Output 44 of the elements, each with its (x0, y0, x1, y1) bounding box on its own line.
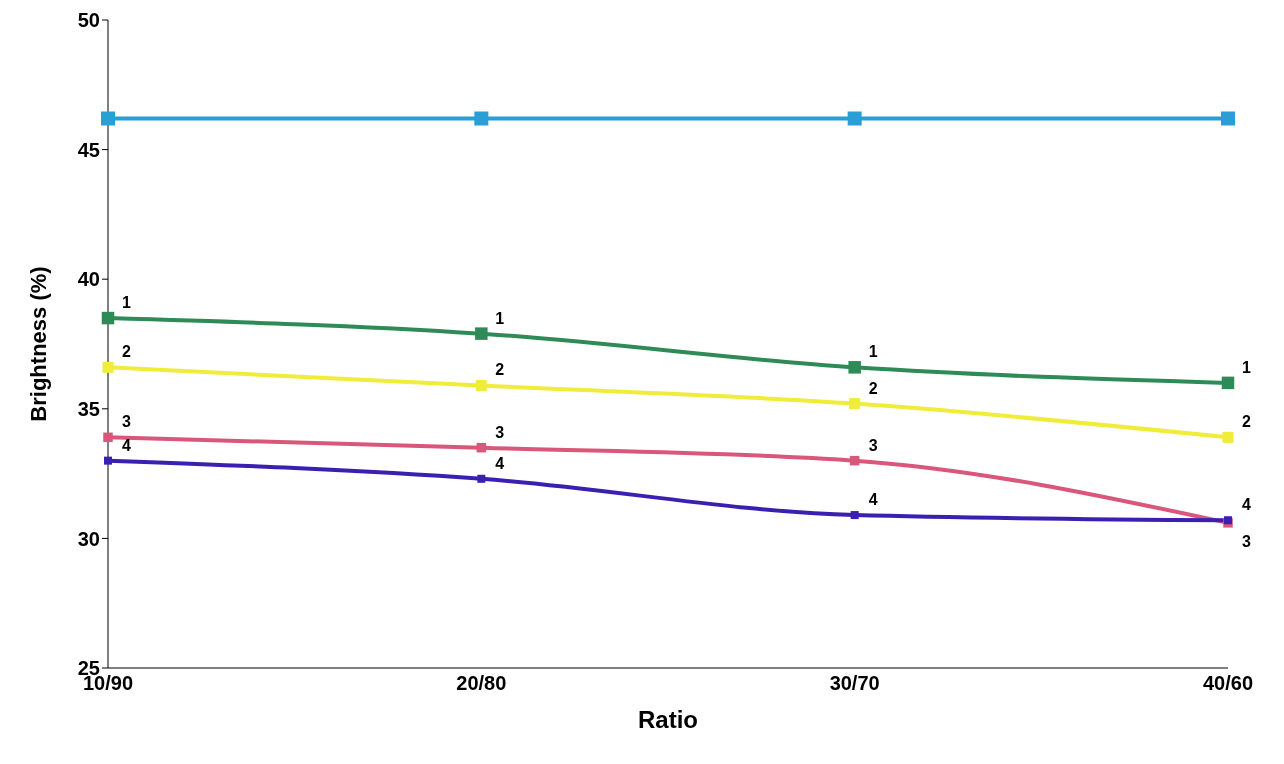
y-tick-label: 40 (77, 268, 100, 291)
text: 1 (1242, 358, 1251, 376)
point (101, 111, 115, 126)
text: 1 (868, 343, 878, 361)
x-tick-label: 20/80 (456, 672, 507, 695)
point (102, 361, 114, 373)
y-tick-label: 50 (77, 9, 100, 32)
series-label: 1 (122, 294, 131, 312)
text: 2 (868, 379, 878, 397)
point (1222, 431, 1234, 443)
text: 3 (868, 436, 878, 454)
point (475, 379, 487, 391)
text: 3 (1242, 532, 1251, 550)
text: 4 (495, 454, 505, 472)
y-tick-label: 35 (77, 397, 100, 420)
text: 3 (495, 423, 505, 441)
point (849, 455, 860, 466)
x-tick-label: 40/60 (1202, 672, 1254, 695)
point (101, 311, 115, 325)
x-tick-label: 30/70 (829, 672, 880, 695)
point (847, 111, 862, 126)
text: 2 (1242, 413, 1251, 431)
point (104, 456, 112, 465)
point (850, 511, 859, 520)
text: 2 (122, 343, 131, 361)
x-axis-title: Ratio (638, 706, 698, 733)
point (1221, 111, 1235, 126)
y-axis-title: Brightness (%) (25, 266, 51, 422)
text: 4 (122, 436, 131, 454)
series-label: 4 (868, 491, 878, 509)
text: 4 (1242, 496, 1251, 514)
text: 1 (495, 309, 505, 327)
point (848, 361, 861, 374)
point (849, 398, 861, 410)
point (474, 111, 489, 126)
point (476, 442, 487, 453)
point (475, 327, 488, 340)
point (103, 432, 113, 443)
series-label: 2 (495, 361, 505, 379)
series-label: 3 (122, 413, 131, 431)
point (1221, 376, 1235, 390)
y-tick-label: 30 (77, 527, 100, 550)
point (477, 474, 486, 483)
y-tick-label: 45 (77, 138, 100, 161)
